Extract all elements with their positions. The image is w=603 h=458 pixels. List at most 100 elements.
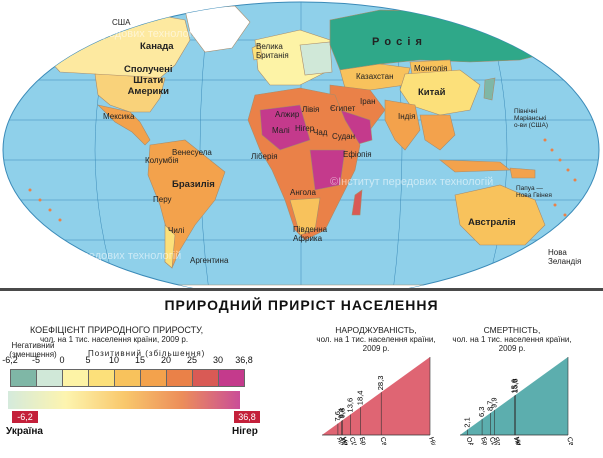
wedge-area [460, 357, 568, 435]
gradient-bar [8, 391, 240, 409]
max-value: 36,8 [234, 411, 260, 423]
scale-swatch [166, 369, 193, 387]
min-value: -6,2 [12, 411, 38, 423]
label-kazakhstan: Казахстан [356, 72, 394, 81]
country-label: Світовий [378, 436, 395, 445]
pacific-islands [28, 138, 577, 222]
world-map: ©Інститут передових технологій ©Інститут… [2, 1, 600, 288]
label-algeria: Алжир [275, 110, 300, 119]
country-label: Японія [335, 436, 350, 445]
value-label: 15,6 [510, 379, 519, 394]
label-pacific-islands: Північні Маріанські о-ви (США) [514, 108, 548, 129]
watermark: ©Інститут передових технологій [38, 28, 202, 40]
positive-label: Позитивний (збільшення) [88, 349, 206, 358]
label-new-zealand: Нова Зеландія [548, 248, 582, 266]
india-shape [384, 99, 421, 151]
country-label: Нігер [512, 436, 525, 445]
scale-swatch [140, 369, 167, 387]
value-label: 9,8 [338, 408, 347, 418]
label-usa: Сполучені Штати Америки [124, 64, 173, 97]
scale-tick: 36,8 [235, 355, 253, 365]
label-iran: Іран [360, 97, 376, 106]
label-peru: Перу [153, 195, 172, 204]
scale-swatch [36, 369, 63, 387]
scale-tick: -5 [31, 355, 40, 365]
country-label: ОАЕ [464, 436, 476, 445]
value-label: 13,6 [345, 398, 354, 413]
min-country: Україна [6, 426, 43, 437]
value-label: 9,9 [490, 397, 499, 407]
value-label: 9,4 [337, 408, 346, 418]
map-graphic [2, 1, 600, 288]
deaths-subtitle: чол. на 1 тис. населення країни, 2009 р. [452, 335, 572, 353]
mexico-shape [97, 104, 151, 146]
label-niger: Нігер [295, 124, 315, 133]
births-subtitle: чол. на 1 тис. населення країни, 2009 р. [316, 335, 436, 353]
value-label: 18,4 [356, 391, 365, 406]
label-libya: Лівія [302, 105, 320, 114]
greenland-shape [184, 5, 251, 53]
label-canada: Канада [140, 41, 174, 52]
divider [0, 288, 603, 291]
coef-subtitle: чол. на 1 тис. населення країни, 2009 р. [40, 335, 189, 344]
country-label: Світовий [565, 436, 576, 445]
country-label: Нігер [427, 436, 438, 445]
label-sudan: Судан [332, 132, 356, 141]
scale-swatch [218, 369, 245, 387]
births-chart: 7,6Японія9,4Україна9,8Німеччина13,6США18… [322, 357, 438, 445]
label-colombia: Колумбія [145, 156, 179, 165]
scale-tick: 15 [134, 355, 145, 365]
births-title: НАРОДЖУВАНІСТЬ, [335, 325, 417, 335]
label-liberia: Ліберія [251, 152, 278, 161]
value-label: 7,6 [333, 411, 342, 421]
wedge-area [322, 357, 430, 435]
country-label: Україна [513, 436, 528, 445]
label-chile: Чилі [168, 226, 185, 235]
china-shape [399, 69, 481, 116]
label-angola: Ангола [290, 188, 316, 197]
country-label: США [488, 436, 500, 445]
scale-swatch [88, 369, 115, 387]
label-india: Індія [398, 112, 416, 121]
label-mexico: Мексика [103, 112, 135, 121]
label-png: Папуа — Нова Гвінея [516, 185, 552, 199]
scale-tick: 5 [85, 355, 91, 365]
scale-tick: 25 [186, 355, 197, 365]
deaths-title: СМЕРТНІСТЬ, [483, 325, 541, 335]
label-uk: Велика Британія [256, 42, 289, 60]
usa-shape [94, 73, 166, 113]
label-mali: Малі [272, 126, 290, 135]
value-label: 6,3 [477, 407, 486, 417]
label-russia: Р о с і я [372, 36, 423, 48]
label-brazil: Бразилія [172, 179, 215, 190]
value-label: 15,8 [510, 378, 519, 393]
value-label: 8,7 [486, 401, 495, 411]
label-usa-alaska: США [112, 18, 131, 27]
label-venezuela: Венесуела [172, 148, 212, 157]
scale-swatch [192, 369, 219, 387]
label-china: Китай [418, 87, 446, 98]
scale-tick: 10 [108, 355, 119, 365]
scale-tick: 30 [212, 355, 223, 365]
australia-shape [454, 184, 546, 246]
south-america-shape [147, 139, 226, 269]
label-argentina: Аргентина [190, 256, 229, 265]
label-ethiopia: Ефіопія [343, 150, 372, 159]
country-label: Бразилія [358, 436, 375, 445]
watermark: ©Інститут передових технологій [330, 176, 494, 188]
deaths-chart: 2,1 ОАЕ 6,3 Бразилія 8,7 США 9,9 Японія 15,6 Ніге… [460, 357, 576, 445]
label-mongolia: Монголія [414, 64, 448, 73]
value-label: 28,3 [376, 376, 385, 391]
label-south-africa: Південна Африка [293, 225, 328, 243]
scale-swatch [10, 369, 37, 387]
label-australia: Австралія [468, 217, 516, 228]
scale-tick: 20 [160, 355, 171, 365]
scale-tick: -6,2 [2, 355, 18, 365]
max-country: Нігер [232, 426, 258, 437]
scale-swatch [62, 369, 89, 387]
label-chad: Чад [313, 128, 328, 137]
coef-title: КОЕФІЦІЄНТ ПРИРОДНОГО ПРИРОСТУ, [30, 325, 204, 335]
scale-tick: 0 [59, 355, 65, 365]
country-label: Японія [492, 436, 507, 445]
legend-title: ПРИРОДНИЙ ПРИРІСТ НАСЕЛЕННЯ [164, 297, 439, 313]
